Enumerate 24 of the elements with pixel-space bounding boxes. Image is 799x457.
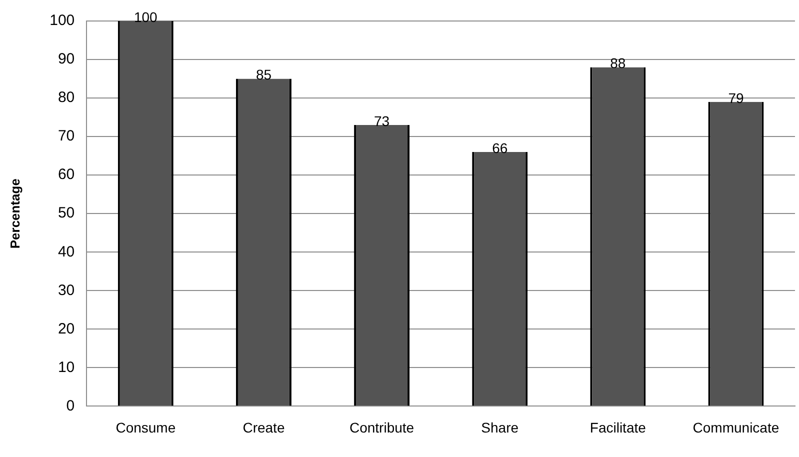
y-tick-label: 90 xyxy=(58,50,75,68)
y-tick-label: 100 xyxy=(50,12,75,30)
y-axis-title: Percentage xyxy=(7,178,22,249)
y-tick-label: 10 xyxy=(58,358,75,376)
x-tick-label: Communicate xyxy=(692,419,780,436)
data-label: 66 xyxy=(492,140,508,156)
y-tick-label: 30 xyxy=(58,282,75,299)
x-tick-label: Create xyxy=(242,419,285,436)
x-tick-label: Facilitate xyxy=(590,419,646,436)
data-label: 73 xyxy=(374,112,390,129)
x-tick-label: Consume xyxy=(116,419,176,436)
y-tick-label: 40 xyxy=(58,243,75,260)
y-tick-label: 0 xyxy=(66,397,75,414)
x-tick-label: Contribute xyxy=(349,419,414,436)
y-tick-label: 20 xyxy=(58,320,75,338)
data-label: 100 xyxy=(134,8,158,25)
data-label: 88 xyxy=(610,55,626,72)
y-tick-label: 80 xyxy=(58,89,75,106)
data-label: 85 xyxy=(256,66,272,83)
x-tick-label: Share xyxy=(481,419,519,436)
data-label: 79 xyxy=(728,90,744,106)
y-tick-label: 60 xyxy=(58,166,75,184)
y-tick-label: 70 xyxy=(58,128,75,145)
y-tick-label: 50 xyxy=(58,204,75,222)
